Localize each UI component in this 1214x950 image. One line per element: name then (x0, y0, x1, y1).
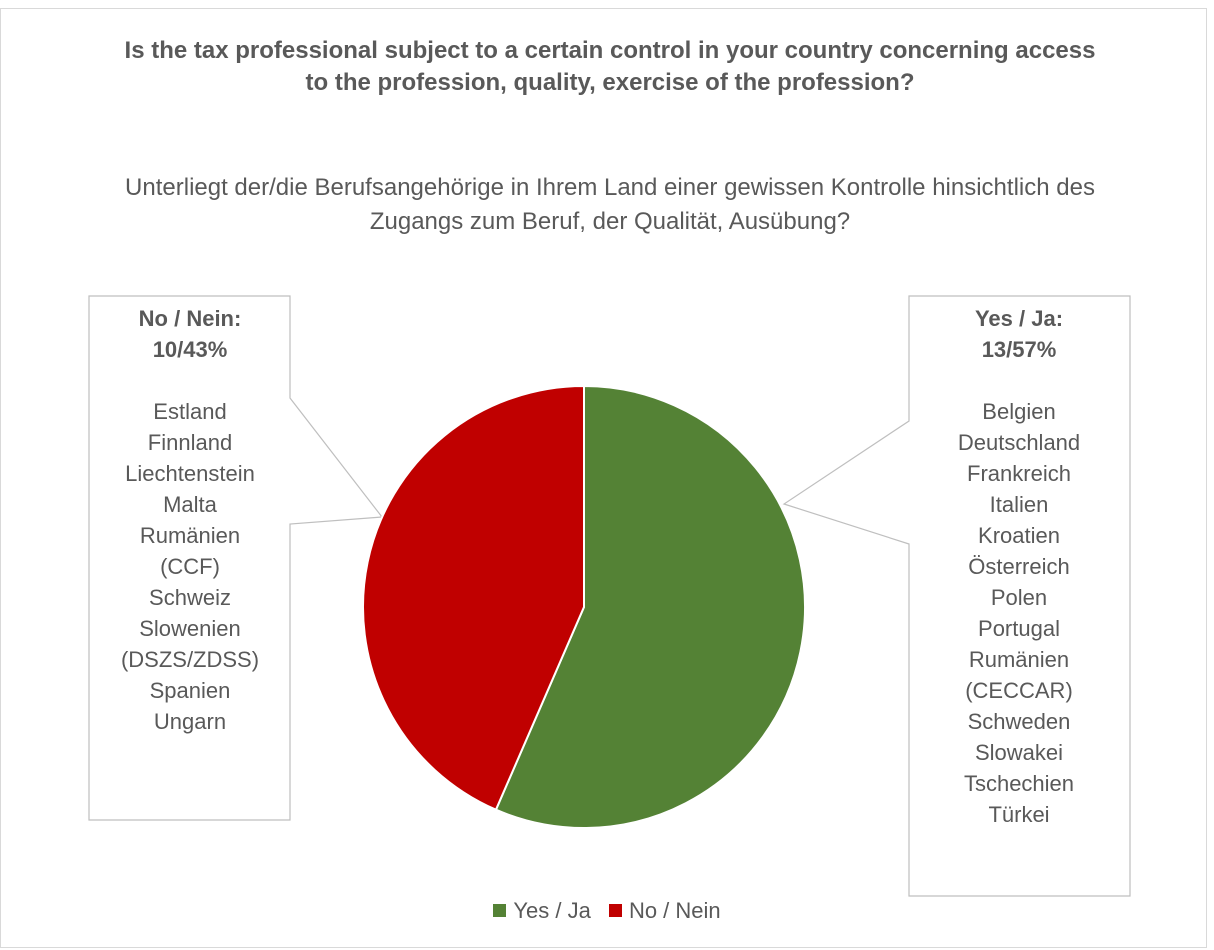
yes-country: Schweden (967, 709, 1071, 734)
legend-swatch-no (608, 904, 622, 917)
no-country: Finnland (147, 430, 233, 455)
yes-country: Portugal (978, 616, 1060, 641)
yes-country: Tschechien (963, 771, 1075, 796)
no-country: Slowenien (139, 616, 241, 641)
yes-country: Belgien (982, 399, 1056, 424)
legend-label-yes: Yes / Ja (513, 898, 591, 923)
legend-item-yes: Yes / Ja (493, 898, 591, 924)
chart-frame (0, 8, 1207, 948)
no-country: (DSZS/ZDSS) (120, 647, 260, 672)
yes-country: Rumänien (968, 647, 1070, 672)
no-country: (CCF) (160, 554, 220, 579)
yes-country: Kroatien (978, 523, 1060, 548)
no-country: Ungarn (153, 709, 227, 734)
data-label-yes-category: Yes / Ja: (974, 306, 1064, 331)
pie-slice-no (362, 384, 585, 812)
yes-country: Österreich (968, 554, 1070, 579)
legend-swatch-yes (493, 904, 507, 917)
data-label-no-category: No / Nein: (138, 306, 242, 331)
country-list-no: Estland Finnland Liechtenstein Malta Rumänie… (90, 396, 290, 737)
legend-label-no: No / Nein (628, 898, 721, 923)
legend-item-no: No / Nein (608, 898, 721, 924)
data-label-no-value: 10/43% (152, 337, 228, 362)
yes-country: (CECCAR) (965, 678, 1073, 703)
yes-country: Frankreich (967, 461, 1071, 486)
yes-country: Italien (989, 492, 1049, 517)
callout-box-no (88, 295, 384, 821)
data-label-yes-value: 13/57% (981, 337, 1057, 362)
no-country: Malta (163, 492, 217, 517)
no-country: Rumänien (139, 523, 241, 548)
no-country: Spanien (149, 678, 231, 703)
pie-slice-yes (494, 384, 806, 829)
no-country: Liechtenstein (125, 461, 255, 486)
chart-subtitle: Unterliegt der/die Berufsangehörige in I… (125, 174, 1095, 235)
country-list-yes: Belgien Deutschland Frankreich Italien Kroat… (909, 396, 1129, 830)
callout-box-yes (782, 295, 1131, 897)
data-label-yes: Yes / Ja: 13/57% Belgien Deutschland Frank… (909, 303, 1129, 830)
chart-title: Is the tax professional subject to a cer… (124, 37, 1096, 96)
yes-country: Polen (990, 585, 1048, 610)
no-country: Schweiz (149, 585, 231, 610)
no-country: Estland (153, 399, 227, 424)
data-label-no: No / Nein: 10/43% Estland Finnland Liechte… (90, 303, 290, 737)
yes-country: Deutschland (957, 430, 1081, 455)
legend: Yes / Ja No / Nein (0, 898, 1214, 924)
yes-country: Slowakei (974, 740, 1064, 765)
yes-country: Türkei (988, 802, 1050, 827)
